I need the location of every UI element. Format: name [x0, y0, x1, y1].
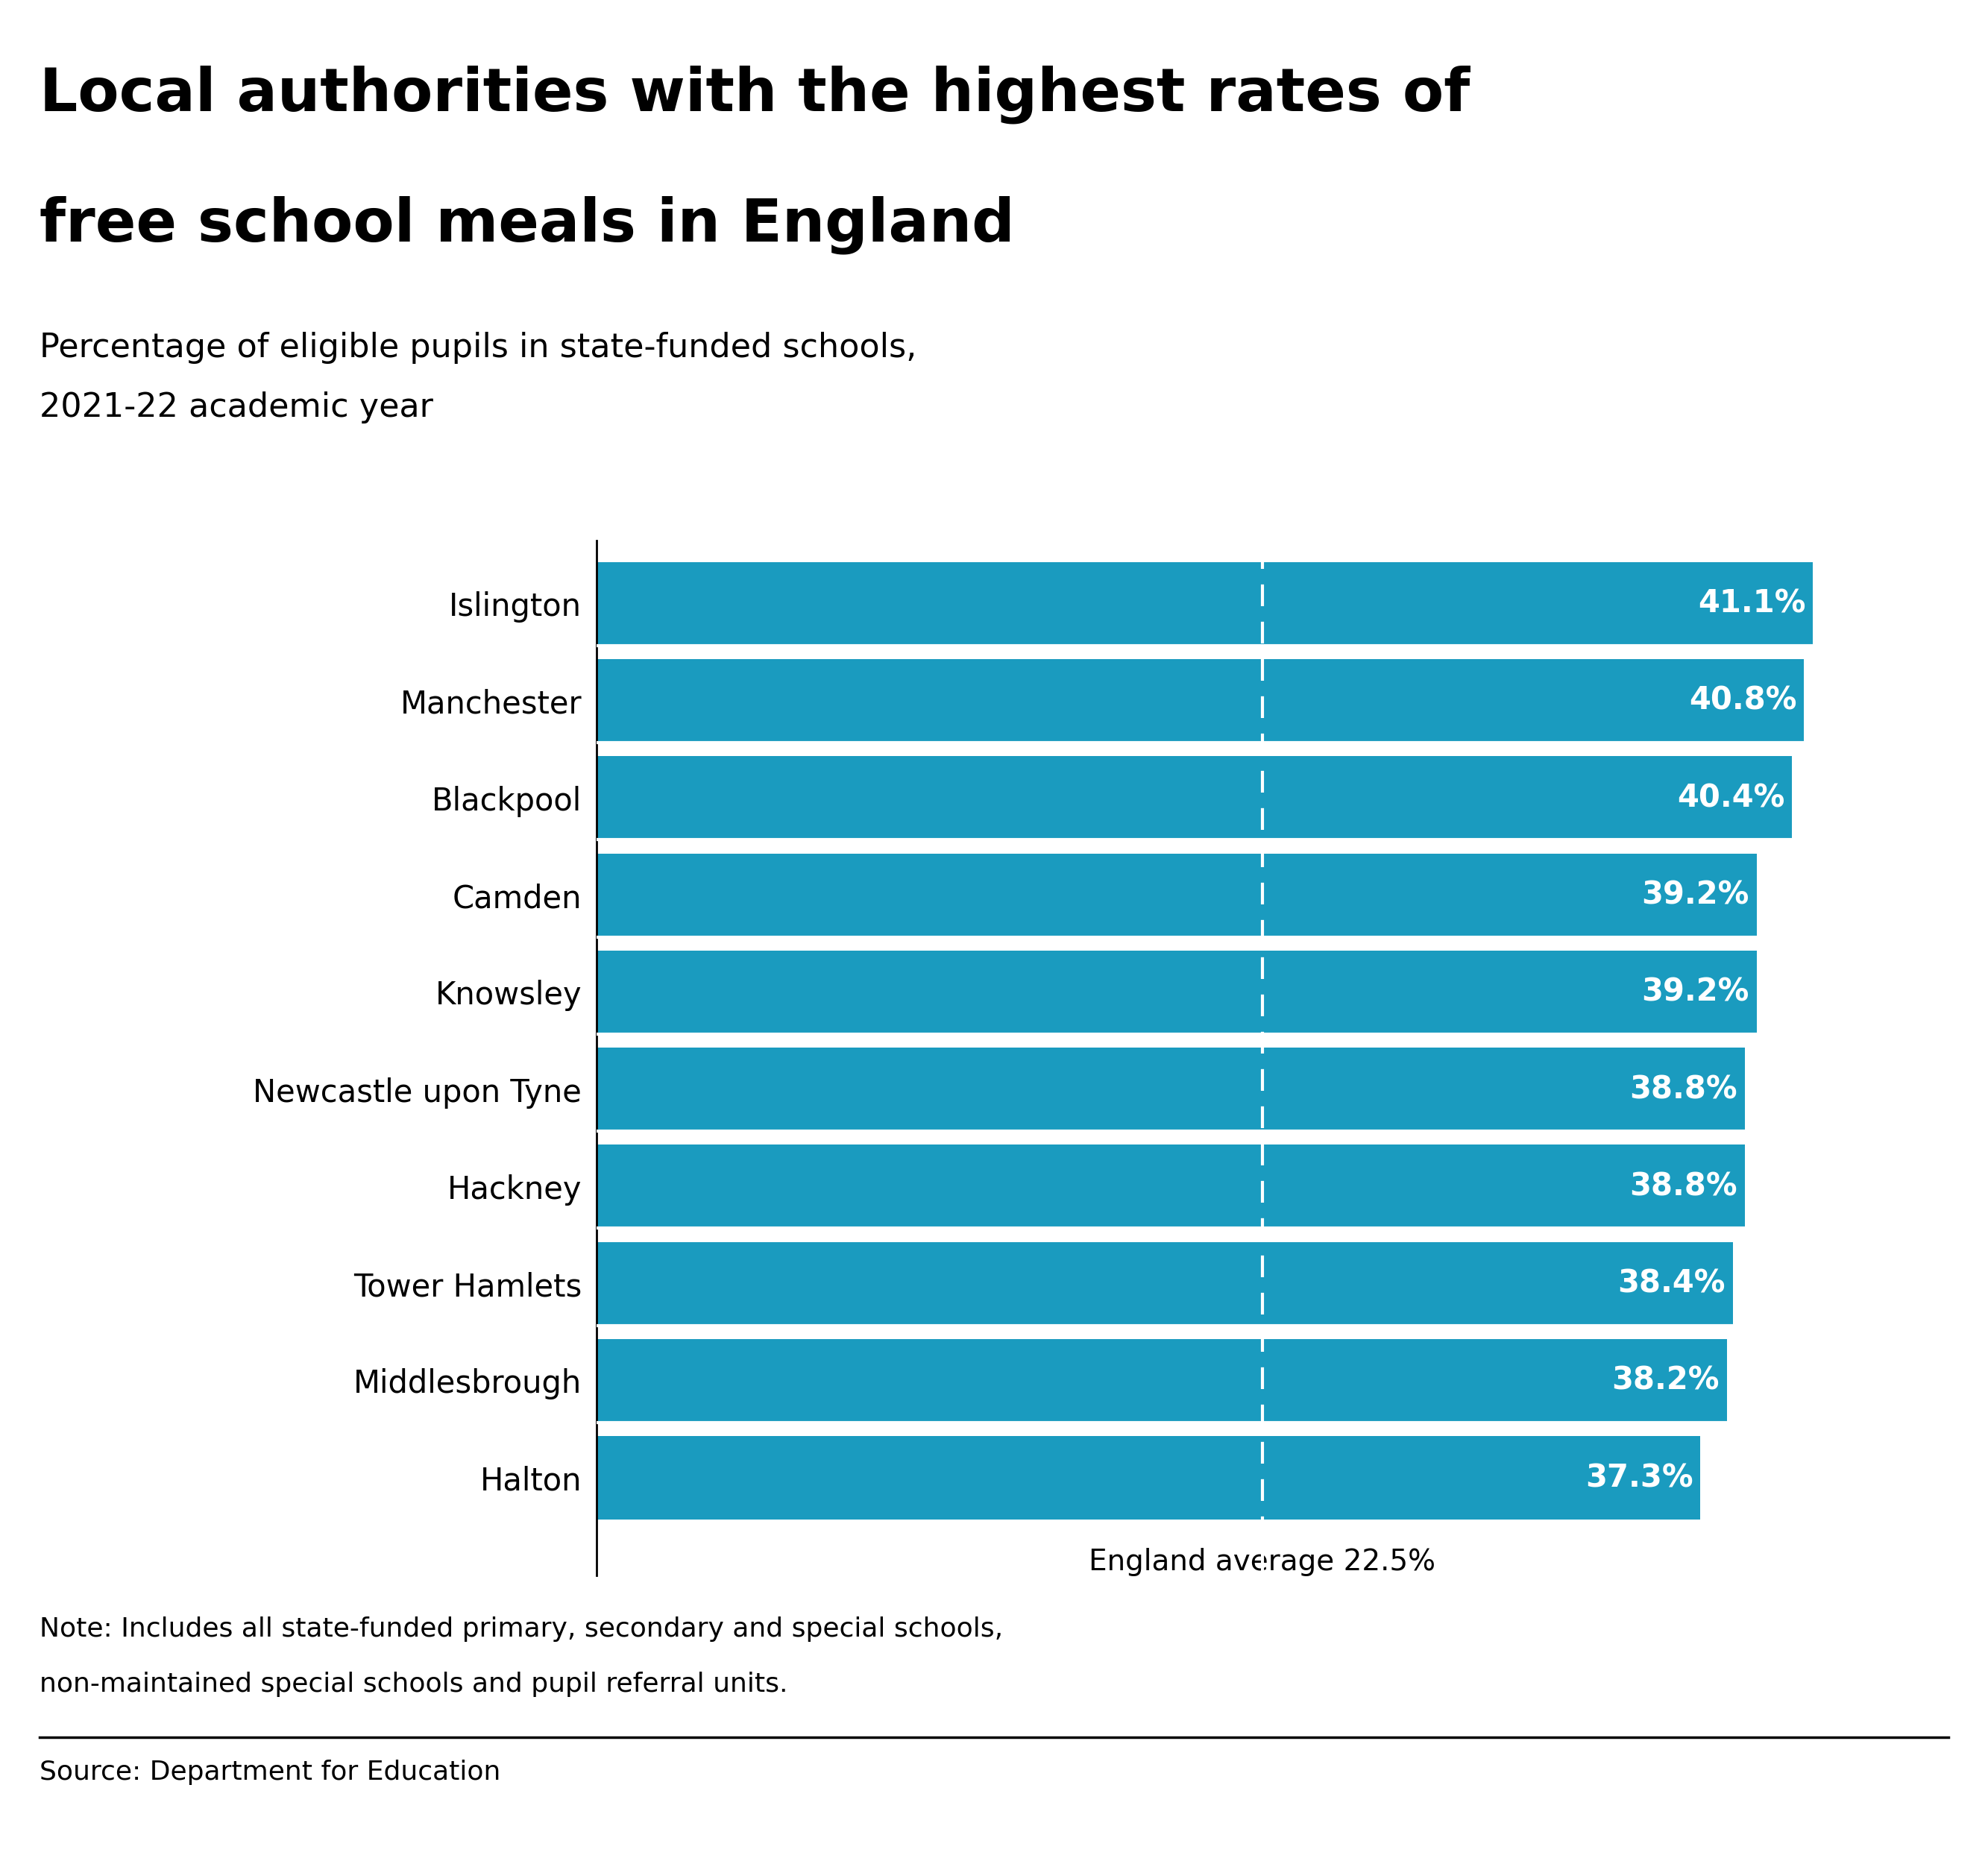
Text: Percentage of eligible pupils in state-funded schools,: Percentage of eligible pupils in state-f…: [40, 332, 916, 363]
Bar: [596, 1048, 1745, 1131]
Bar: [596, 757, 1793, 841]
Text: free school meals in England: free school meals in England: [40, 196, 1016, 254]
Text: 39.2%: 39.2%: [1642, 977, 1749, 1008]
Text: 38.4%: 38.4%: [1618, 1268, 1726, 1299]
Bar: [596, 951, 1757, 1035]
Text: 39.2%: 39.2%: [1642, 880, 1749, 911]
Text: 40.4%: 40.4%: [1678, 783, 1785, 813]
Text: 2021-22 academic year: 2021-22 academic year: [40, 391, 433, 423]
Text: 40.8%: 40.8%: [1690, 686, 1797, 716]
Text: Source: Department for Education: Source: Department for Education: [40, 1760, 501, 1786]
Bar: [596, 660, 1803, 742]
Text: Local authorities with the highest rates of: Local authorities with the highest rates…: [40, 65, 1471, 123]
Text: non-maintained special schools and pupil referral units.: non-maintained special schools and pupil…: [40, 1672, 787, 1698]
Bar: [596, 1338, 1728, 1422]
Text: England average 22.5%: England average 22.5%: [1089, 1547, 1435, 1577]
Bar: [596, 1241, 1734, 1325]
Text: 37.3%: 37.3%: [1584, 1461, 1694, 1493]
Bar: [596, 1435, 1700, 1519]
Text: BBC: BBC: [1821, 1784, 1901, 1817]
Text: Note: Includes all state-funded primary, secondary and special schools,: Note: Includes all state-funded primary,…: [40, 1616, 1004, 1642]
Bar: [596, 1144, 1745, 1228]
Bar: [596, 561, 1813, 645]
Text: 38.2%: 38.2%: [1612, 1364, 1720, 1396]
Text: 38.8%: 38.8%: [1630, 1074, 1738, 1105]
Text: 38.8%: 38.8%: [1630, 1171, 1738, 1202]
Text: 41.1%: 41.1%: [1698, 587, 1805, 619]
Bar: [596, 854, 1757, 938]
